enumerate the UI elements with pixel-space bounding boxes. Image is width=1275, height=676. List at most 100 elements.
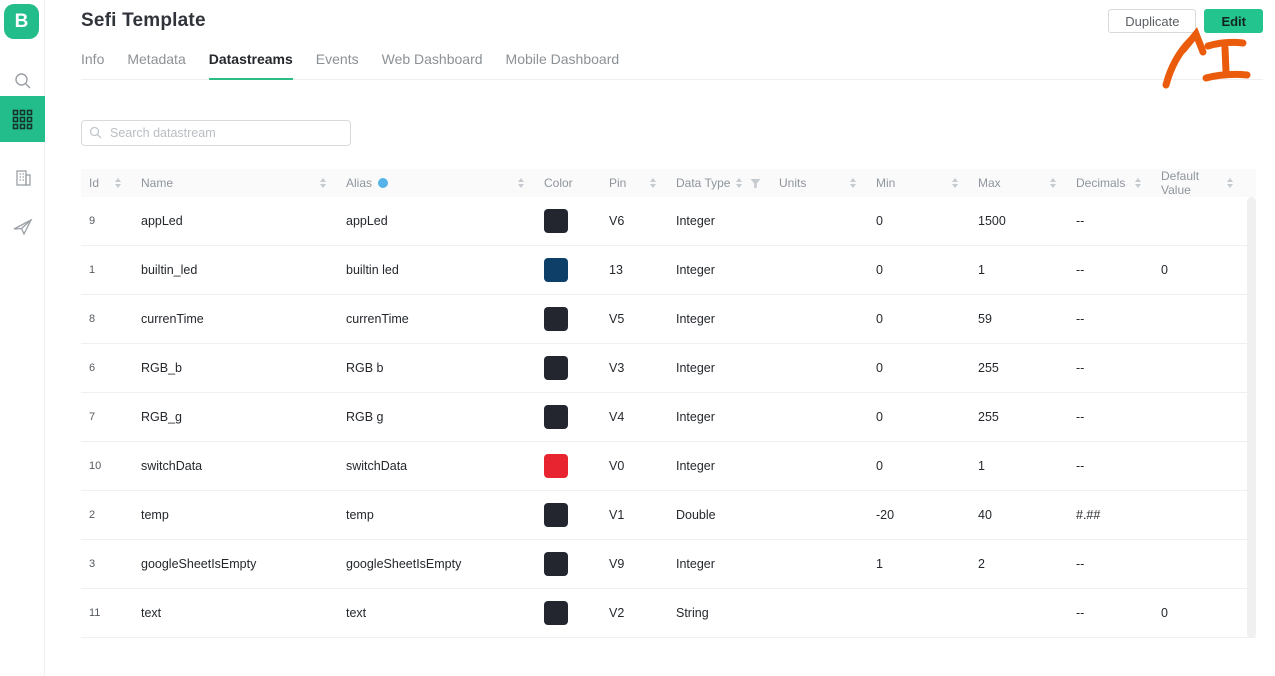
cell-max: 40 xyxy=(978,508,992,522)
table-scrollbar[interactable] xyxy=(1247,197,1256,638)
cell-color xyxy=(536,258,601,282)
color-swatch xyxy=(544,552,568,576)
sidebar-item-organization[interactable] xyxy=(0,155,45,201)
cell-id: 11 xyxy=(89,607,101,619)
column-header-default-value[interactable]: Default Value xyxy=(1153,169,1245,197)
column-header-name[interactable]: Name xyxy=(133,169,338,197)
tab-mobile-dashboard[interactable]: Mobile Dashboard xyxy=(505,51,620,67)
cell-data-type: Integer xyxy=(676,263,715,277)
paper-plane-icon xyxy=(12,216,33,237)
cell-decimals: -- xyxy=(1076,214,1085,228)
cell-data-type: Integer xyxy=(676,312,715,326)
alias-info-dot-icon[interactable] xyxy=(378,178,389,188)
sidebar-item-search[interactable] xyxy=(0,58,45,104)
search-input[interactable] xyxy=(81,120,351,146)
cell-pin: V9 xyxy=(609,557,625,571)
column-header-units[interactable]: Units xyxy=(771,169,868,197)
tab-web-dashboard[interactable]: Web Dashboard xyxy=(381,51,483,67)
cell-id: 1 xyxy=(89,264,96,276)
column-header-data-type[interactable]: Data Type xyxy=(668,169,771,197)
tab-metadata[interactable]: Metadata xyxy=(127,51,186,67)
table-row[interactable]: 10 switchData switchData V0 Integer 0 1 -- xyxy=(81,442,1256,491)
column-header-alias[interactable]: Alias xyxy=(338,169,536,197)
cell-id: 9 xyxy=(89,215,96,227)
table-row[interactable]: 6 RGB_b RGB b V3 Integer 0 255 -- xyxy=(81,344,1256,393)
sort-icon[interactable] xyxy=(1050,178,1068,188)
column-label: Units xyxy=(779,176,807,190)
column-header-color: Color xyxy=(536,169,601,197)
table-row[interactable]: 8 currenTime currenTime V5 Integer 0 59 -- xyxy=(81,295,1256,344)
column-header-max[interactable]: Max xyxy=(970,169,1068,197)
cell-decimals: #.## xyxy=(1076,508,1101,522)
table-row[interactable]: 2 temp temp V1 Double -20 40 #.## xyxy=(81,491,1256,540)
table-row[interactable]: 7 RGB_g RGB g V4 Integer 0 255 -- xyxy=(81,393,1256,442)
cell-data-type: Integer xyxy=(676,459,715,473)
tab-events[interactable]: Events xyxy=(315,51,359,67)
cell-pin: V1 xyxy=(609,508,625,522)
edit-button[interactable]: Edit xyxy=(1204,9,1263,33)
column-label: Max xyxy=(978,176,1001,190)
cell-data-type: String xyxy=(676,606,709,620)
column-label: Default Value xyxy=(1161,169,1200,197)
sort-icon[interactable] xyxy=(1227,178,1245,188)
column-header-pin[interactable]: Pin xyxy=(601,169,668,197)
filter-icon[interactable] xyxy=(750,178,761,189)
tab-datastreams[interactable]: Datastreams xyxy=(208,51,293,80)
color-swatch xyxy=(544,356,568,380)
table-row[interactable]: 1 builtin_led builtin led 13 Integer 0 1 -- 0 xyxy=(81,246,1256,295)
cell-data-type: Integer xyxy=(676,214,715,228)
cell-id: 7 xyxy=(89,411,96,423)
cell-min: 0 xyxy=(876,459,883,473)
sort-icon[interactable] xyxy=(850,178,868,188)
sort-icon[interactable] xyxy=(736,178,754,188)
cell-alias: appLed xyxy=(346,214,388,228)
table-row[interactable]: 9 appLed appLed V6 Integer 0 1500 -- xyxy=(81,197,1256,246)
column-label: Data Type xyxy=(676,176,731,190)
column-header-id[interactable]: Id xyxy=(81,169,133,197)
cell-alias: text xyxy=(346,606,367,620)
sidebar-item-notifications[interactable] xyxy=(0,203,45,249)
sort-icon[interactable] xyxy=(1135,178,1153,188)
cell-alias: builtin led xyxy=(346,263,399,277)
cell-color xyxy=(536,209,601,233)
column-label: Pin xyxy=(609,176,627,190)
table-row[interactable]: 3 googleSheetIsEmpty googleSheetIsEmpty V9 I… xyxy=(81,540,1256,589)
blynk-logo[interactable]: B xyxy=(4,4,39,39)
page-title: Sefi Template xyxy=(81,10,206,31)
sort-icon[interactable] xyxy=(320,178,338,188)
column-label: Alias xyxy=(346,176,373,190)
color-swatch xyxy=(544,503,568,527)
cell-color xyxy=(536,307,601,331)
cell-pin: V2 xyxy=(609,606,625,620)
cell-decimals: -- xyxy=(1076,361,1085,375)
cell-name: temp xyxy=(141,508,169,522)
cell-min: 0 xyxy=(876,214,883,228)
datastreams-table: Id Name Alias Color Pin Data Type Units Min Max D… xyxy=(81,169,1256,638)
cell-id: 2 xyxy=(89,509,96,521)
sidebar-item-templates[interactable] xyxy=(0,96,45,142)
cell-color xyxy=(536,503,601,527)
cell-min: 0 xyxy=(876,263,883,277)
cell-min: 1 xyxy=(876,557,883,571)
cell-decimals: -- xyxy=(1076,606,1085,620)
sort-icon[interactable] xyxy=(115,178,133,188)
cell-data-type: Integer xyxy=(676,361,715,375)
sort-icon[interactable] xyxy=(518,178,536,188)
duplicate-button[interactable]: Duplicate xyxy=(1108,9,1197,33)
cell-pin: V5 xyxy=(609,312,625,326)
column-header-decimals[interactable]: Decimals xyxy=(1068,169,1153,197)
cell-id: 6 xyxy=(89,362,96,374)
column-label: Decimals xyxy=(1076,176,1126,190)
cell-name: text xyxy=(141,606,162,620)
sort-icon[interactable] xyxy=(952,178,970,188)
tab-info[interactable]: Info xyxy=(81,51,105,67)
table-row[interactable]: 11 text text V2 String -- 0 xyxy=(81,589,1256,638)
cell-max: 1 xyxy=(978,263,985,277)
cell-id: 8 xyxy=(89,313,96,325)
cell-name: googleSheetIsEmpty xyxy=(141,557,257,571)
sort-icon[interactable] xyxy=(650,178,668,188)
building-icon xyxy=(13,168,33,188)
cell-default-value: 0 xyxy=(1161,263,1168,277)
column-header-min[interactable]: Min xyxy=(868,169,970,197)
